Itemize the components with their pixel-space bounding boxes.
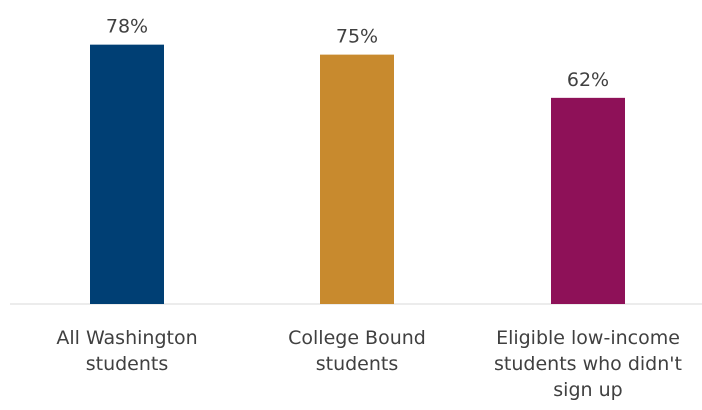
category-label-3-line-3: sign up [553,379,622,401]
value-label-1: 78% [106,16,148,38]
category-label-3-line-1: Eligible low-income [496,327,680,349]
category-label-3: Eligible low-income students who didn't si… [494,327,682,401]
category-label-2: College Bound students [288,327,426,375]
category-labels-layer: All Washington students College Bound stude… [56,327,682,401]
category-label-2-line-2: students [316,353,399,375]
category-label-1: All Washington students [56,327,197,375]
bar-2 [320,54,394,304]
value-label-2: 75% [336,26,378,48]
bar-3 [551,97,625,304]
category-label-3-line-2: students who didn't [494,353,682,375]
bar-1 [90,44,164,305]
bars-layer [90,44,625,305]
category-label-1-line-2: students [86,353,169,375]
value-labels-layer: 78% 75% 62% [106,16,609,91]
category-label-2-line-1: College Bound [288,327,426,349]
category-label-1-line-1: All Washington [56,327,197,349]
value-label-3: 62% [567,69,609,91]
